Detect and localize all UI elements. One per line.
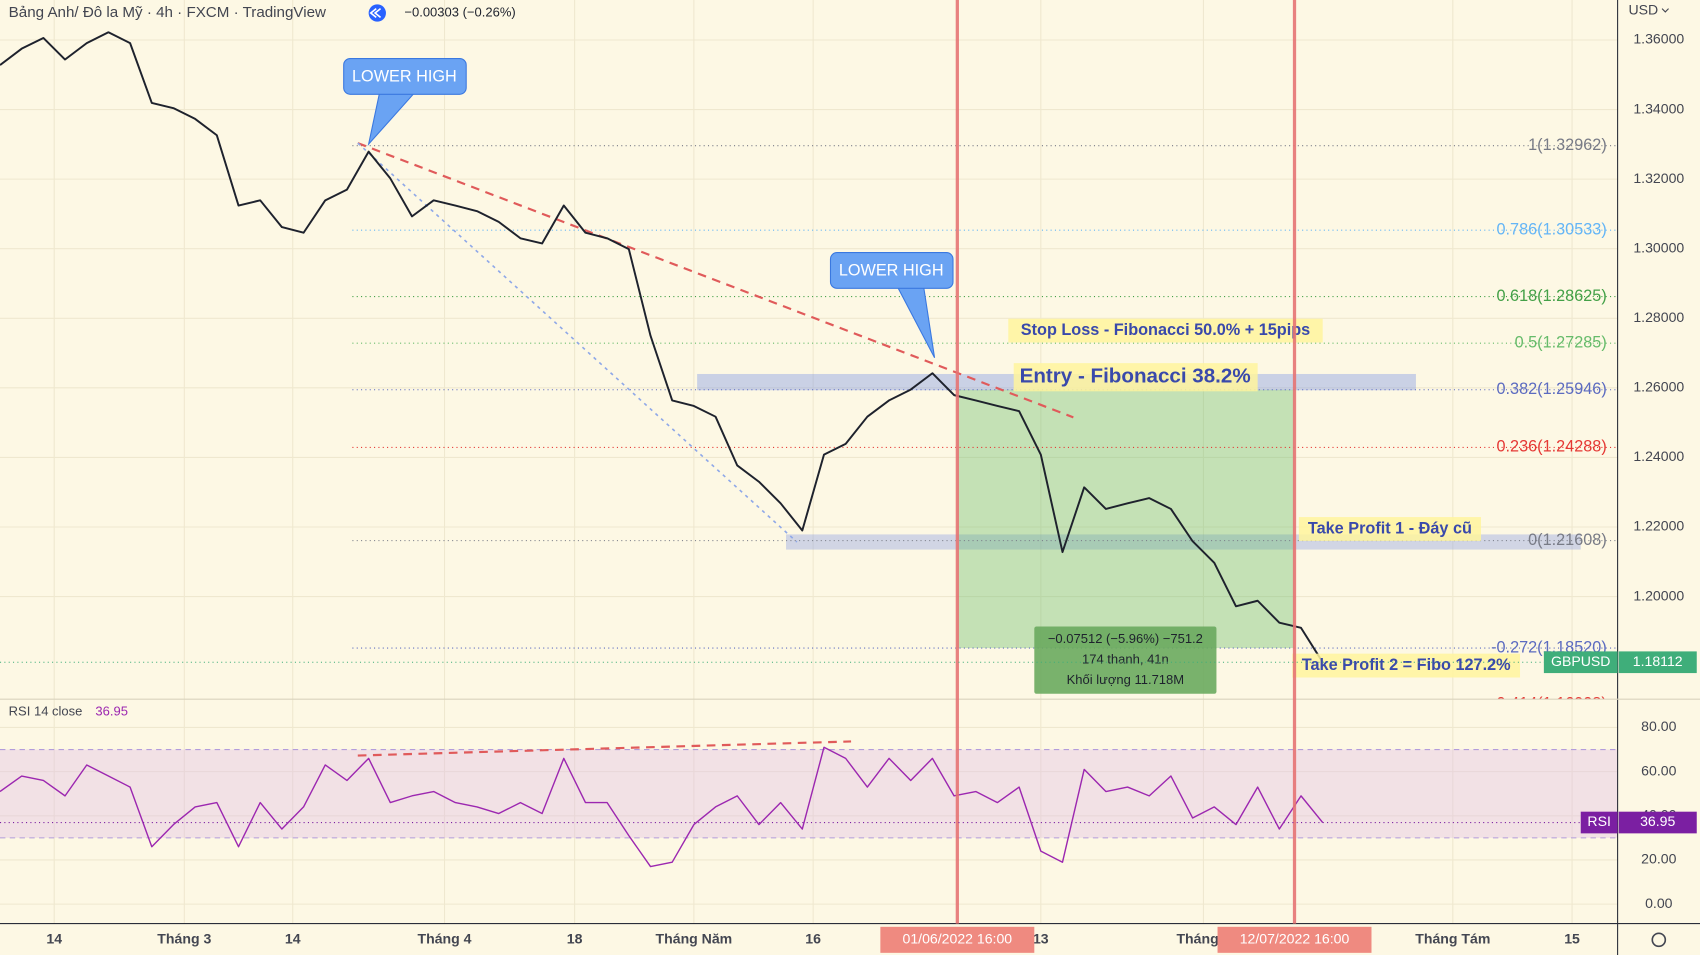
last-value-bg (1618, 651, 1697, 674)
range-label: 12/07/2022 16:00 (1240, 931, 1350, 947)
y-tick-label: 1.30000 (1633, 239, 1684, 255)
entry-label: Entry - Fibonacci 38.2% (1020, 365, 1251, 388)
series-tag: RSI (1587, 813, 1610, 829)
fib-label: 0(1.21608) (1528, 531, 1607, 549)
label-bg (1292, 653, 1521, 678)
y-tick-label: 80.00 (1641, 718, 1676, 734)
rsi-trend-line (357, 740, 852, 757)
y-tick-label: 1.34000 (1633, 100, 1684, 116)
x-tick-label: Tháng 7 (1176, 931, 1230, 947)
fib-label: 0.618(1.28625) (1497, 287, 1607, 305)
fib-label: -0.414(1.16908) (1491, 694, 1607, 712)
replay-button[interactable] (368, 4, 386, 22)
price-change: −0.00303 (−0.26%) (404, 4, 515, 19)
symbol-title: Bảng Anh/ Đô la Mỹ · 4h · FXCM · Trading… (9, 4, 326, 21)
fib-label: 0.5(1.27285) (1515, 333, 1607, 351)
label-bg (1298, 517, 1481, 541)
y-tick-label: 0.00 (1645, 895, 1673, 911)
y-tick-label: 1.26000 (1633, 379, 1684, 395)
label-bg (1013, 363, 1258, 392)
callouts: LOWER HIGH LOWER HIGH Stop Loss - Fibona… (343, 57, 1521, 694)
y-tick-label: 1.36000 (1633, 31, 1684, 47)
last-value-label: 1.18112 (1633, 653, 1683, 669)
x-tick-label: Tháng 4 (418, 931, 472, 947)
trend-line (357, 142, 1074, 419)
y-tick-label: 1.22000 (1633, 518, 1684, 534)
range-label: 01/06/2022 16:00 (903, 931, 1013, 947)
x-tick-label: 13 (1033, 931, 1049, 947)
currency[interactable]: USD (1628, 2, 1658, 18)
series-tag-bg (1580, 811, 1618, 834)
fibonacci: 1(1.32962) 0.786(1.30533) 0.618(1.28625) 0.… (352, 136, 1618, 712)
rsi-value: 36.95 (95, 704, 128, 719)
x-tick-label: Tháng Tám (1415, 931, 1490, 947)
x-tick-label: 15 (1564, 931, 1580, 947)
callout (829, 252, 954, 289)
x-tick-label: 14 (46, 931, 62, 947)
replay-icon (369, 8, 382, 18)
range-label-bg (1217, 926, 1372, 953)
settings-button[interactable] (1651, 932, 1667, 948)
fib-label: 0.786(1.30533) (1497, 220, 1607, 238)
y-tick-label: 1.20000 (1633, 587, 1684, 603)
x-tick-label: 16 (805, 931, 821, 947)
measurement-text: −0.07512 (−5.96%) −751.2 (1048, 631, 1203, 646)
y-tick-label: 1.28000 (1633, 309, 1684, 325)
label-bg (1008, 318, 1323, 343)
fib-label: 0.236(1.24288) (1497, 438, 1607, 456)
series-tag-bg (1543, 651, 1618, 674)
last-value-bg (1618, 811, 1697, 834)
trend-lines (357, 142, 1074, 757)
measurement-text: 174 thanh, 41n (1082, 652, 1169, 667)
grid (0, 0, 1618, 924)
series-tag: GBPUSD (1551, 653, 1610, 669)
callout-text: LOWER HIGH (839, 261, 944, 279)
range-label-bg (880, 926, 1035, 953)
x-tick-label: Tháng Năm (656, 931, 733, 947)
y-tick-label: 20.00 (1641, 851, 1676, 867)
currency-chevron (1661, 8, 1669, 13)
trend-line (357, 142, 798, 543)
callout-text: LOWER HIGH (352, 67, 457, 85)
fib-label: 0.382(1.25946) (1497, 380, 1607, 398)
take-profit-1-label: Take Profit 1 - Đáy cũ (1308, 519, 1472, 537)
callout (343, 57, 467, 95)
y-tick-label: 1.24000 (1633, 448, 1684, 464)
series (0, 31, 1324, 868)
fib-label: 1(1.32962) (1528, 136, 1607, 154)
y-tick-label: 1.32000 (1633, 170, 1684, 186)
rsi-band (0, 749, 1618, 838)
price-line (0, 31, 1324, 663)
x-tick-label: 14 (285, 931, 301, 947)
take-profit-2-label: Take Profit 2 = Fibo 127.2% (1302, 656, 1511, 674)
x-tick-label: 18 (567, 931, 583, 947)
measurement-text: Khối lượng 11.718M (1067, 672, 1184, 687)
measurement-box (1034, 626, 1217, 694)
y-tick-label: 60.00 (1641, 762, 1676, 778)
rsi-line (0, 746, 1324, 868)
last-value-label: 36.95 (1640, 813, 1675, 829)
x-tick-label: Tháng 3 (157, 931, 211, 947)
rsi-title: RSI 14 close (9, 704, 83, 719)
trade-zone (957, 389, 1295, 649)
stop-loss-label: Stop Loss - Fibonacci 50.0% + 15pips (1021, 321, 1310, 339)
